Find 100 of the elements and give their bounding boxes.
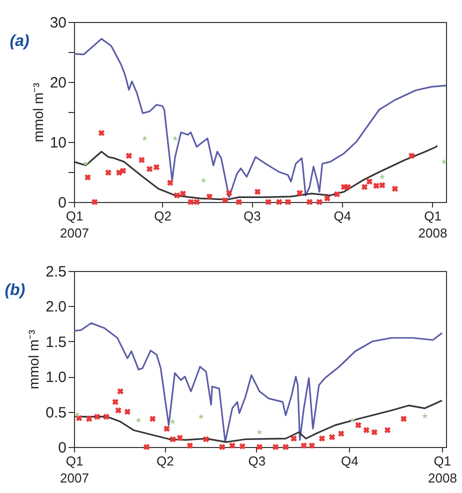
y-tick-label: 0 [58, 440, 66, 456]
point [316, 198, 323, 206]
point [363, 426, 370, 434]
point [384, 426, 391, 434]
point [226, 190, 232, 196]
y-tick-label: 0 [58, 194, 66, 212]
point [408, 152, 415, 159]
point [153, 164, 160, 170]
point [103, 414, 110, 420]
point [328, 434, 336, 440]
point [334, 191, 340, 198]
x-tick-label: Q1 2008 [428, 454, 457, 486]
point [146, 166, 153, 172]
point [200, 177, 207, 183]
point [239, 443, 246, 450]
point [112, 398, 118, 406]
point [256, 444, 263, 450]
point [306, 198, 313, 206]
x-tick-label: Q3 [248, 454, 266, 468]
point [379, 174, 386, 180]
y-axis-title: mmol m⁻³ [26, 329, 42, 390]
x-tick-label: Q4 [341, 454, 358, 468]
point [174, 192, 180, 199]
y-axis-title: mmol m⁻³ [30, 82, 46, 142]
point [138, 156, 145, 164]
point [142, 135, 148, 141]
y-tick-label: 30 [50, 14, 66, 32]
point [296, 190, 303, 196]
point [170, 436, 176, 442]
point [254, 188, 261, 195]
point [120, 168, 126, 174]
point [392, 186, 398, 192]
y-tick-label: 1.0 [46, 369, 66, 386]
point [115, 407, 122, 414]
point [105, 169, 112, 176]
y-tick-label: 10 [50, 134, 66, 152]
y-tick-label: 2.0 [46, 298, 66, 316]
point [222, 197, 228, 204]
x-tick-label: Q1 2008 [418, 208, 448, 240]
y-tick-label: 2.5 [46, 264, 66, 280]
point [379, 182, 386, 188]
point [400, 416, 407, 422]
point [186, 442, 194, 449]
x-tick-label: Q3 [243, 208, 261, 224]
point [355, 422, 362, 428]
point [143, 444, 150, 450]
point [229, 442, 236, 449]
point [117, 388, 124, 395]
line-series [73, 400, 443, 443]
point [164, 426, 170, 432]
point [194, 198, 200, 206]
point [361, 184, 368, 190]
point [150, 416, 156, 422]
point [276, 198, 282, 206]
line-series [73, 322, 443, 443]
point [441, 158, 448, 164]
point [373, 182, 380, 189]
point [180, 190, 186, 197]
point [170, 418, 176, 424]
point [98, 130, 105, 136]
x-tick-label: Q2 [156, 454, 174, 468]
point [202, 436, 210, 442]
point [94, 414, 100, 420]
point [206, 193, 213, 200]
point [167, 180, 174, 186]
point [290, 435, 297, 442]
point [176, 434, 183, 441]
point [124, 408, 131, 415]
x-tick-label: Q2 [154, 208, 172, 224]
point [86, 416, 92, 422]
point [219, 444, 226, 450]
point [126, 152, 132, 159]
x-tick-label: Q4 [334, 208, 352, 224]
point [282, 444, 289, 450]
x-tick-label: Q1 2007 [60, 208, 89, 240]
point [82, 160, 89, 166]
point [308, 442, 316, 449]
point [272, 444, 279, 450]
text: (a) [10, 33, 30, 50]
point [236, 198, 242, 206]
y-tick-label: 20 [50, 74, 66, 92]
point [76, 415, 82, 422]
point [172, 135, 178, 141]
x-tick-label: Q1 2007 [60, 454, 89, 486]
point [366, 178, 373, 185]
point [318, 435, 326, 442]
point [284, 198, 292, 206]
point [84, 174, 91, 181]
text: (b) [4, 282, 26, 299]
y-tick-label: 1.5 [46, 334, 66, 351]
point [371, 429, 378, 436]
point [300, 442, 307, 449]
point [188, 198, 194, 206]
y-tick-label: 0.5 [46, 404, 66, 422]
point [91, 198, 98, 206]
point [344, 184, 351, 190]
point [324, 195, 330, 202]
point [422, 412, 428, 419]
point [265, 198, 272, 206]
point [338, 430, 344, 437]
